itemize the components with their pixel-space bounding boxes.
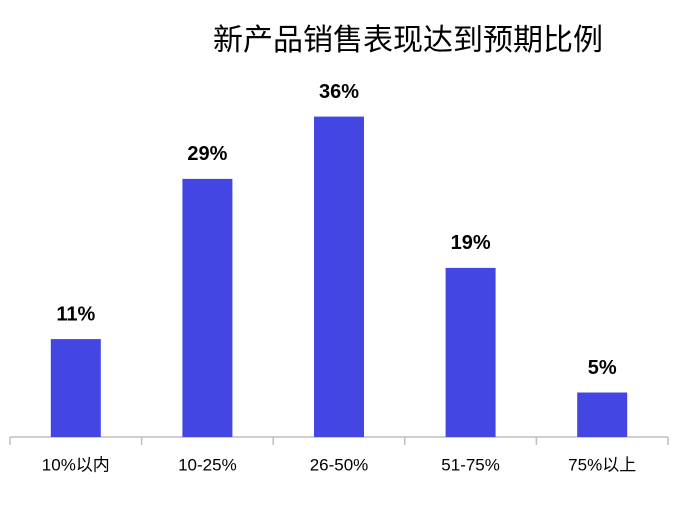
bar (314, 116, 364, 437)
chart-title: 新产品销售表现达到预期比例 (213, 24, 603, 57)
x-tick-label: 10-25% (178, 455, 237, 474)
x-tick-label: 51-75% (441, 455, 500, 474)
x-tick-label: 75%以上 (568, 455, 636, 474)
value-label: 29% (187, 143, 227, 165)
bar (577, 392, 628, 437)
x-tick-label: 26-50% (310, 455, 369, 474)
x-tick-label: 10%以内 (42, 455, 110, 474)
bar (445, 267, 496, 437)
bar (50, 339, 101, 437)
bar (182, 178, 233, 437)
value-label: 19% (451, 232, 491, 254)
value-label: 5% (588, 357, 617, 379)
value-label: 11% (56, 303, 95, 325)
value-label: 36% (319, 81, 359, 103)
